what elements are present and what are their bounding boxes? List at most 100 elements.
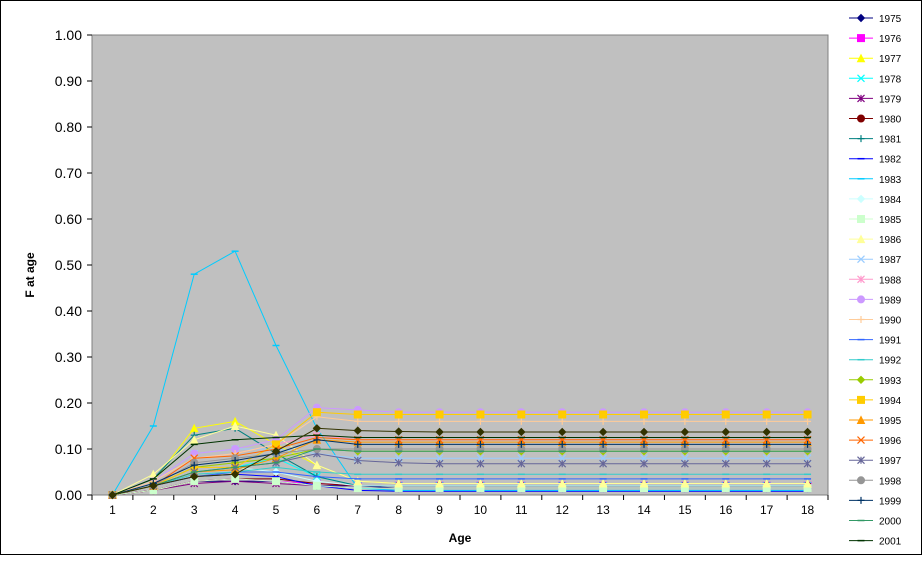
data-point bbox=[517, 410, 526, 419]
data-point bbox=[353, 456, 362, 465]
legend-item: 1982 bbox=[849, 155, 902, 166]
series-line bbox=[112, 448, 808, 496]
data-point bbox=[476, 427, 485, 437]
legend-label: 1975 bbox=[879, 14, 902, 25]
x-tick-label: 1 bbox=[109, 503, 116, 517]
data-point bbox=[517, 440, 525, 448]
legend-item: 1986 bbox=[849, 234, 902, 246]
legend-label: 1986 bbox=[879, 235, 902, 246]
data-point bbox=[558, 410, 567, 419]
legend-item: 1991 bbox=[849, 336, 902, 347]
data-point bbox=[558, 454, 567, 463]
legend-item: 1975 bbox=[849, 13, 902, 25]
x-tick-label: 11 bbox=[515, 503, 528, 517]
data-point bbox=[599, 454, 608, 463]
data-point bbox=[680, 454, 689, 463]
data-point bbox=[558, 440, 566, 448]
x-tick-label: 17 bbox=[760, 503, 774, 517]
legend-label: 1977 bbox=[879, 54, 902, 65]
series-1986 bbox=[108, 421, 812, 499]
legend-label: 1982 bbox=[879, 155, 902, 166]
legend-marker bbox=[857, 436, 865, 445]
series-1994 bbox=[108, 408, 812, 499]
x-tick-label: 14 bbox=[637, 503, 651, 517]
legend: 1975 1976 1977 1978 1979 1980 1981 1982 1983 1984… bbox=[849, 13, 902, 548]
data-point bbox=[722, 417, 730, 425]
legend-item: 1980 bbox=[849, 114, 902, 126]
data-point bbox=[353, 476, 363, 486]
data-point bbox=[803, 410, 812, 419]
data-point bbox=[640, 459, 648, 468]
data-point bbox=[312, 408, 321, 417]
legend-item: 2000 bbox=[849, 517, 902, 528]
legend-marker bbox=[857, 275, 865, 284]
x-tick-label: 16 bbox=[719, 503, 733, 517]
legend-label: 1993 bbox=[879, 376, 902, 387]
series-line bbox=[112, 448, 808, 496]
data-point bbox=[598, 427, 608, 437]
y-tick-label: 0.10 bbox=[55, 441, 82, 457]
legend-marker bbox=[857, 94, 865, 103]
legend-marker bbox=[856, 13, 866, 23]
data-point bbox=[435, 459, 444, 468]
data-point bbox=[639, 427, 649, 437]
data-point bbox=[394, 458, 403, 467]
legend-marker bbox=[857, 456, 865, 465]
data-point bbox=[762, 410, 771, 419]
data-point bbox=[804, 417, 812, 425]
data-point bbox=[763, 417, 771, 425]
x-tick-label: 7 bbox=[354, 503, 361, 517]
x-tick-label: 13 bbox=[596, 503, 610, 517]
y-tick-label: 1.00 bbox=[55, 27, 82, 43]
legend-marker bbox=[856, 415, 866, 424]
series-line bbox=[112, 427, 808, 496]
data-point bbox=[354, 417, 362, 425]
legend-marker bbox=[857, 496, 865, 504]
series-line bbox=[112, 439, 808, 496]
data-point bbox=[476, 454, 485, 463]
data-point bbox=[230, 421, 240, 430]
data-point bbox=[558, 427, 567, 437]
legend-item: 1977 bbox=[849, 53, 902, 65]
data-point bbox=[762, 454, 771, 463]
data-point bbox=[353, 426, 362, 435]
data-point bbox=[762, 427, 771, 437]
data-point bbox=[680, 478, 690, 488]
data-point bbox=[680, 410, 689, 419]
data-point bbox=[640, 417, 648, 425]
series-line bbox=[112, 466, 808, 496]
data-point bbox=[517, 454, 526, 463]
data-point bbox=[763, 440, 771, 448]
data-point bbox=[598, 478, 608, 488]
legend-label: 1992 bbox=[879, 356, 902, 367]
y-tick-label: 0.60 bbox=[55, 211, 82, 227]
legend-label: 1991 bbox=[879, 336, 902, 347]
data-point bbox=[353, 410, 362, 419]
data-point bbox=[108, 490, 117, 500]
data-point bbox=[721, 478, 731, 488]
data-point bbox=[435, 410, 444, 419]
legend-label: 1981 bbox=[879, 135, 902, 146]
data-point bbox=[476, 459, 485, 468]
legend-label: 1984 bbox=[879, 195, 902, 206]
legend-marker bbox=[856, 53, 866, 63]
data-point bbox=[436, 417, 444, 425]
series-1999 bbox=[108, 436, 812, 499]
y-axis-ticks: 0.00 0.10 0.20 0.30 0.40 0.50 0.60 0.70 0.80 0.90… bbox=[55, 27, 92, 503]
y-tick-label: 0.80 bbox=[55, 119, 82, 135]
series-line bbox=[112, 416, 808, 496]
data-point bbox=[435, 427, 444, 437]
data-point bbox=[803, 454, 812, 463]
data-point bbox=[640, 410, 648, 419]
data-point bbox=[190, 461, 198, 469]
y-tick-label: 0.00 bbox=[55, 487, 82, 503]
legend-label: 1998 bbox=[879, 476, 902, 487]
data-point bbox=[599, 440, 607, 448]
data-point bbox=[517, 478, 526, 488]
x-tick-label: 3 bbox=[191, 503, 198, 517]
legend-item: 1992 bbox=[849, 356, 902, 367]
legend-item: 1994 bbox=[849, 395, 902, 407]
legend-label: 1979 bbox=[879, 94, 902, 105]
legend-label: 1996 bbox=[879, 436, 902, 447]
